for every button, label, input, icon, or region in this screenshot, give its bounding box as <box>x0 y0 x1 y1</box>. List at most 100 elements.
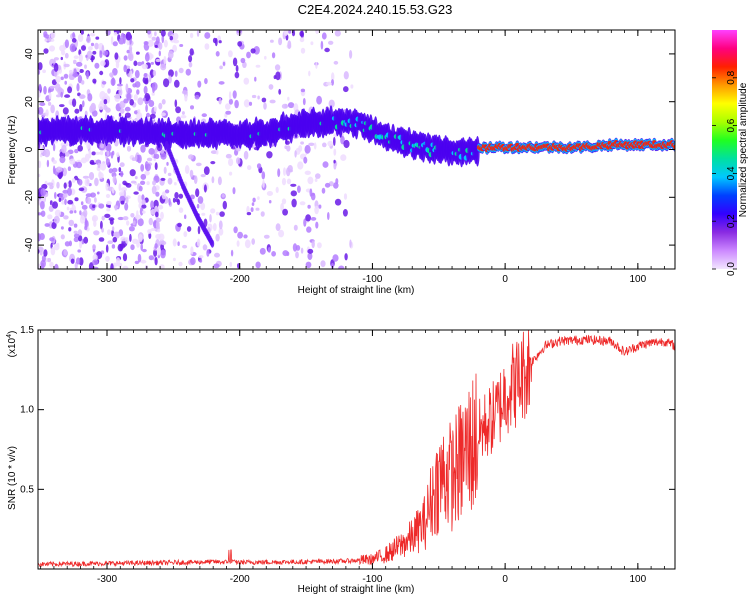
noise-speckle <box>86 71 89 80</box>
noise-speckle <box>50 104 55 114</box>
noise-speckle <box>134 81 141 88</box>
noise-speckle <box>154 257 158 266</box>
noise-speckle <box>160 177 166 181</box>
noise-speckle <box>73 230 78 234</box>
noise-speckle <box>39 250 43 256</box>
noise-speckle <box>212 223 217 231</box>
noise-speckle <box>320 260 326 268</box>
noise-speckle <box>201 212 206 216</box>
noise-speckle <box>299 37 305 43</box>
noise-speckle <box>315 62 318 69</box>
noise-speckle <box>237 41 243 47</box>
noise-speckle <box>76 83 80 92</box>
noise-speckle <box>123 98 129 104</box>
noise-speckle <box>105 255 110 262</box>
noise-speckle <box>49 185 54 190</box>
noise-speckle <box>43 31 48 37</box>
noise-speckle <box>278 88 282 95</box>
noise-speckle <box>141 204 147 209</box>
noise-speckle <box>155 191 160 197</box>
noise-speckle <box>126 49 131 54</box>
noise-speckle <box>200 174 206 178</box>
noise-speckle <box>43 149 51 158</box>
noise-speckle <box>141 199 146 205</box>
noise-speckle <box>168 198 171 206</box>
noise-speckle <box>247 165 252 171</box>
noise-speckle <box>62 193 68 198</box>
noise-speckle <box>98 102 104 110</box>
noise-speckle <box>261 171 266 180</box>
noise-speckle <box>202 244 208 251</box>
snr-multiplier-label: (x104) <box>6 331 18 358</box>
noise-speckle <box>219 211 225 217</box>
noise-speckle <box>246 205 250 214</box>
noise-speckle <box>197 80 202 88</box>
noise-speckle <box>168 69 174 78</box>
noise-speckle <box>143 73 148 77</box>
noise-speckle <box>89 159 95 165</box>
x-tick-label: 100 <box>629 574 646 585</box>
noise-speckle <box>236 157 241 165</box>
noise-speckle <box>163 78 170 88</box>
noise-speckle <box>77 34 84 42</box>
noise-speckle <box>107 240 114 244</box>
noise-speckle <box>185 68 191 76</box>
noise-speckle <box>172 257 176 262</box>
noise-speckle <box>300 47 306 54</box>
noise-speckle <box>123 64 127 73</box>
noise-speckle <box>255 207 260 211</box>
noise-speckle <box>282 250 289 257</box>
noise-speckle <box>189 169 194 178</box>
noise-speckle <box>332 254 339 262</box>
noise-speckle <box>268 84 274 90</box>
noise-speckle <box>101 227 104 233</box>
spectrogram-x-axis-label: Height of straight line (km) <box>298 285 415 296</box>
noise-speckle <box>210 150 218 155</box>
noise-speckle <box>155 36 160 45</box>
noise-speckle <box>128 53 134 62</box>
noise-speckle <box>160 112 166 117</box>
noise-speckle <box>69 43 76 53</box>
noise-speckle <box>255 261 261 269</box>
noise-speckle <box>81 45 86 51</box>
noise-speckle <box>160 240 167 246</box>
noise-speckle <box>129 233 132 242</box>
noise-speckle <box>178 193 184 199</box>
noise-speckle <box>47 214 53 220</box>
noise-speckle <box>107 88 111 94</box>
noise-speckle <box>38 106 44 115</box>
noise-speckle <box>129 169 136 177</box>
noise-speckle <box>260 211 265 217</box>
noise-speckle <box>179 44 184 47</box>
noise-speckle <box>153 148 158 155</box>
noise-speckle <box>113 32 118 36</box>
noise-speckle <box>295 245 301 251</box>
noise-speckle <box>320 40 324 50</box>
noise-speckle <box>141 61 145 65</box>
noise-speckle <box>122 216 129 221</box>
noise-speckle <box>49 261 54 268</box>
noise-speckle <box>38 233 41 242</box>
noise-speckle <box>228 91 232 100</box>
noise-speckle <box>85 54 88 58</box>
noise-speckle <box>151 185 157 195</box>
noise-speckle <box>261 97 267 103</box>
noise-speckle <box>67 199 74 205</box>
noise-speckle <box>204 78 208 85</box>
noise-speckle <box>154 243 158 249</box>
noise-speckle <box>217 176 222 186</box>
noise-speckle <box>90 102 96 112</box>
noise-speckle <box>139 207 144 216</box>
noise-speckle <box>222 61 226 66</box>
noise-speckle <box>54 209 62 217</box>
noise-speckle <box>142 248 147 253</box>
snr-frame <box>37 329 676 570</box>
noise-speckle <box>338 265 345 269</box>
noise-speckle <box>313 142 317 150</box>
noise-speckle <box>287 102 295 109</box>
noise-speckle <box>138 234 143 243</box>
noise-speckle <box>114 52 119 60</box>
noise-speckle <box>197 225 201 235</box>
noise-speckle <box>144 170 150 176</box>
noise-speckle <box>271 52 276 59</box>
